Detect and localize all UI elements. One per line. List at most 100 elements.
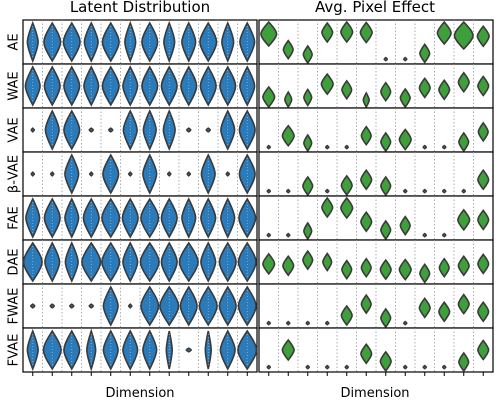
panel1-row6-violin-5: [360, 293, 372, 315]
panel1-row6-violin-9: [438, 300, 451, 323]
panel1-row2-violin-6: [380, 131, 392, 153]
panel1-row2-violin-0: [266, 144, 272, 150]
panel1-row4-violin-3: [321, 196, 334, 219]
panel1-row3-violin-9: [441, 188, 447, 194]
panel1-row1-violin-7: [399, 87, 411, 109]
panel1-row6-violin-3: [324, 320, 330, 326]
panel1-row0-violin-3: [321, 21, 334, 44]
panel1-row0-violin-8: [419, 43, 431, 64]
row-label-2: VAE: [7, 117, 22, 142]
panel1-row5-violin-11: [477, 253, 490, 275]
panel1-row2-violin-11: [477, 121, 489, 143]
panel1-row2-violin-7: [398, 128, 412, 151]
panel1-row3-violin-8: [422, 188, 428, 194]
panel1-row2-violin-2: [303, 133, 313, 153]
panel0-row6-violin-3: [88, 303, 95, 309]
panel1-row5-violin-4: [341, 259, 353, 280]
panel1-row4-violin-0: [266, 232, 272, 238]
panel1-row1-violin-11: [477, 75, 490, 97]
panel1-row2-violin-9: [441, 144, 447, 150]
panel1-row7-violin-4: [344, 364, 350, 370]
panel1-row7-violin-6: [379, 350, 392, 373]
panel1-row6-violin-10: [457, 293, 470, 315]
panel0-row-4: FAE: [7, 195, 258, 241]
panel1-row1-violin-5: [362, 91, 370, 109]
row-label-4: FAE: [7, 206, 22, 229]
panel0-row2-violin-4: [107, 127, 114, 133]
panel1-row2-violin-3: [324, 144, 330, 150]
panel1-row7-violin-3: [324, 364, 330, 370]
panel1-row3-violin-7: [402, 188, 408, 194]
panel1-row4-violin-6: [380, 219, 392, 241]
panel1-row-3: [258, 151, 494, 197]
panel1-row3-violin-2: [302, 175, 314, 197]
panel1-row4-violin-9: [441, 232, 447, 238]
panel0-row2-violin-9: [205, 127, 212, 133]
panel1-row1-violin-8: [418, 77, 431, 99]
panel1-row0-violin-7: [402, 56, 408, 62]
panel1-row-2: [258, 107, 494, 153]
panel1-row1-violin-6: [380, 81, 392, 103]
panel1-row0-violin-0: [260, 20, 278, 48]
panel1-row5-violin-9: [438, 257, 450, 279]
panel0-row3-violin-7: [166, 171, 172, 177]
panel1-row0-violin-1: [282, 39, 294, 60]
panel1-row4-violin-1: [285, 232, 291, 238]
panel0-row-1: WAE: [7, 63, 258, 109]
right-panel-title: Avg. Pixel Effect: [315, 0, 435, 16]
panel-rows: AE WAE VAE β-VAE FAE DAE FWAE FVAE: [7, 19, 494, 376]
panel1-row2-violin-1: [281, 124, 295, 147]
panel1-row1-violin-10: [457, 71, 470, 94]
panel1-row5-violin-8: [419, 263, 431, 284]
panel0-row2-violin-8: [185, 127, 192, 133]
panel1-row6-violin-8: [418, 297, 431, 319]
panel0-row3-violin-3: [88, 171, 94, 177]
panel1-row1-violin-2: [303, 87, 313, 107]
right-x-axis-label: Dimension: [340, 386, 409, 400]
panel1-row3-violin-10: [461, 188, 467, 194]
panel1-row0-violin-6: [383, 56, 389, 62]
panel1-row-4: [258, 195, 494, 241]
panel1-row3-violin-1: [285, 188, 291, 194]
row-label-6: FWAE: [7, 288, 22, 325]
panel0-row-0: AE: [7, 19, 258, 65]
panel1-row6-violin-6: [380, 307, 392, 329]
panel1-row0-violin-11: [476, 25, 490, 48]
panel1-row5-violin-6: [379, 258, 392, 281]
panel0-row-5: DAE: [7, 239, 258, 285]
row-label-1: WAE: [7, 71, 22, 100]
panel1-row4-violin-7: [399, 215, 411, 236]
panel1-row1-violin-1: [284, 90, 293, 109]
panel1-row0-violin-10: [453, 20, 474, 51]
panel1-row5-violin-0: [262, 252, 276, 276]
panel1-row4-violin-2: [303, 221, 313, 241]
panel1-row3-violin-6: [380, 175, 392, 197]
panel1-row5-violin-2: [302, 249, 314, 271]
panel1-row0-violin-9: [436, 20, 452, 46]
panel1-row7-violin-7: [402, 364, 408, 370]
panel1-row2-violin-8: [422, 144, 428, 150]
panel1-row6-violin-7: [402, 320, 408, 326]
panel1-row1-violin-0: [262, 85, 276, 109]
panel1-row4-violin-10: [457, 208, 471, 232]
left-x-axis-label: Dimension: [105, 386, 174, 400]
panel1-row1-violin-3: [320, 72, 334, 96]
panel1-row7-violin-11: [477, 339, 490, 361]
panel1-row6-violin-1: [285, 320, 291, 326]
panel1-row0-violin-4: [340, 20, 354, 44]
row-label-5: DAE: [7, 249, 22, 276]
panel1-row7-violin-8: [422, 364, 428, 370]
panel1-row7-violin-10: [458, 351, 470, 373]
panel1-row4-violin-5: [360, 210, 373, 233]
panel1-row7-violin-5: [360, 342, 373, 365]
row-label-3: β-VAE: [7, 155, 22, 193]
panel1-row-7: [258, 327, 494, 373]
panel1-row0-violin-5: [359, 21, 373, 44]
panel1-row7-violin-0: [266, 364, 272, 370]
row-label-7: FVAE: [7, 334, 22, 367]
panel1-row5-violin-3: [322, 252, 333, 272]
panel1-row-5: [258, 239, 494, 285]
panel0-row3-violin-8: [186, 171, 192, 177]
panel1-row4-violin-4: [340, 196, 354, 220]
panel1-row2-violin-4: [344, 144, 350, 150]
